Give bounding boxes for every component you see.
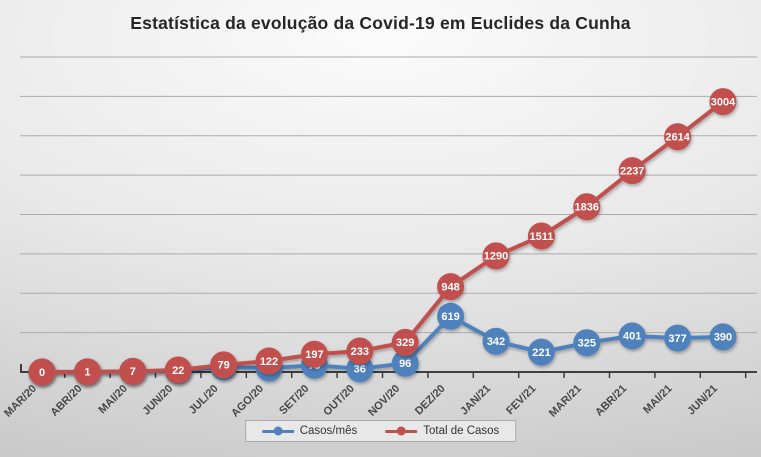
data-point-label: 0 — [39, 367, 45, 379]
data-point-marker — [437, 273, 465, 301]
data-point-label: 1290 — [484, 251, 508, 263]
data-point-marker — [437, 302, 465, 330]
legend-item-total-de-casos: Total de Casos — [385, 425, 499, 437]
series-line — [40, 314, 725, 374]
data-point-label: 79 — [217, 360, 229, 372]
data-point-label: 2237 — [620, 165, 644, 177]
x-axis-label: ABR/21 — [593, 383, 629, 419]
data-point-marker — [119, 357, 147, 385]
series-line — [40, 99, 725, 374]
data-point-marker — [573, 193, 601, 221]
series-total-de-casos: 0 1 7 22 79 122 197 233 329 948 1290 1511 1836 2237 26… — [28, 88, 737, 386]
chart-title: Estatística da evolução da Covid-19 em E… — [130, 13, 631, 33]
data-point-marker — [664, 123, 692, 151]
data-point-marker — [346, 337, 374, 365]
x-axis-label: JUN/21 — [685, 383, 720, 418]
data-point-label: 233 — [351, 346, 369, 358]
data-point-marker — [573, 329, 601, 357]
data-point-marker — [300, 340, 328, 368]
data-point-label: 619 — [441, 311, 459, 323]
data-point-marker — [164, 356, 192, 384]
data-point-label: 1 — [84, 367, 90, 379]
chart-legend: Casos/mês Total de Casos — [244, 420, 517, 442]
data-point-marker — [73, 358, 101, 386]
dot-icon — [273, 426, 283, 436]
data-point-label: 2614 — [665, 132, 690, 144]
data-point-label: 36 — [354, 364, 366, 376]
data-point-marker — [709, 323, 737, 351]
data-point-label: 3004 — [711, 96, 736, 108]
data-point-marker — [527, 222, 555, 250]
x-axis-label: JUL/20 — [187, 383, 221, 417]
x-axis-label: MAR/20 — [2, 383, 39, 420]
legend-item-casos-mes: Casos/mês — [261, 425, 358, 437]
data-point-label: 377 — [668, 333, 686, 345]
x-axis-label: JUN/20 — [140, 383, 175, 418]
x-axis-label: AGO/20 — [229, 383, 266, 420]
data-point-label: 96 — [399, 358, 411, 370]
x-axis-label: DEZ/20 — [413, 383, 448, 418]
data-point-label: 1511 — [529, 231, 553, 243]
data-point-label: 1836 — [575, 202, 599, 214]
line-marker-icon — [261, 426, 294, 436]
data-point-label: 22 — [172, 365, 184, 377]
x-axis-label: ABR/20 — [48, 383, 84, 419]
data-point-marker — [618, 322, 646, 350]
x-axis-label: FEV/21 — [504, 383, 538, 417]
x-axis-label: SET/20 — [277, 383, 311, 417]
data-point-marker — [255, 347, 283, 375]
x-axis-label: MAR/21 — [547, 383, 584, 420]
data-point-label: 401 — [623, 331, 641, 343]
x-axis-label: MAI/20 — [96, 383, 130, 417]
data-point-marker — [527, 338, 555, 366]
x-axis-label: JAN/21 — [458, 383, 493, 418]
data-point-label: 122 — [260, 356, 278, 368]
data-point-marker — [618, 157, 646, 185]
data-point-marker — [664, 324, 692, 352]
data-point-label: 7 — [130, 366, 136, 378]
x-axis-label: NOV/20 — [366, 383, 402, 419]
data-point-marker — [28, 358, 56, 386]
data-point-label: 221 — [532, 347, 550, 359]
legend-label-total-de-casos: Total de Casos — [423, 425, 500, 437]
x-axis-label: OUT/20 — [321, 383, 357, 419]
data-point-label: 325 — [578, 338, 596, 350]
data-point-label: 390 — [714, 332, 732, 344]
legend-label-casos-mes: Casos/mês — [299, 425, 358, 437]
dot-icon — [396, 426, 406, 436]
data-point-marker — [391, 328, 419, 356]
data-point-marker — [709, 88, 737, 116]
data-point-label: 342 — [487, 336, 505, 348]
line-marker-icon — [385, 426, 418, 436]
data-point-label: 948 — [441, 281, 459, 293]
data-point-label: 329 — [396, 337, 414, 349]
data-point-label: 197 — [305, 349, 323, 361]
data-point-marker — [210, 351, 238, 379]
x-axis-label: MAI/21 — [641, 383, 675, 417]
data-point-marker — [482, 242, 510, 270]
data-point-marker — [391, 349, 419, 377]
data-point-marker — [482, 327, 510, 355]
